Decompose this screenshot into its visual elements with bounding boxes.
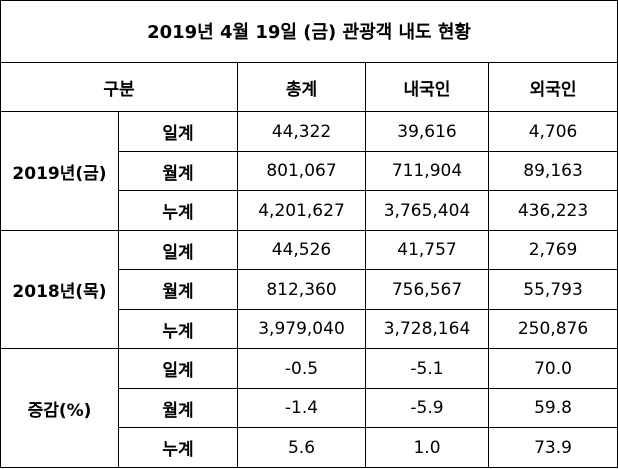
row-label: 누계 xyxy=(118,190,238,231)
value-cell: -0.5 xyxy=(237,348,366,389)
value-cell: 44,322 xyxy=(237,111,366,152)
value-cell: 89,163 xyxy=(487,150,618,192)
value-cell: -1.4 xyxy=(237,387,366,429)
header-cell: 총계 xyxy=(237,61,366,113)
row-label: 월계 xyxy=(118,150,238,192)
row-label: 일계 xyxy=(118,348,238,389)
group-label: 증감(%) xyxy=(0,348,119,468)
header-row: 구분 총계 내국인 외국인 xyxy=(0,61,618,113)
row-label: 누계 xyxy=(118,308,238,350)
value-cell: 436,223 xyxy=(487,190,618,231)
value-cell: 41,757 xyxy=(365,229,489,271)
data-row: 누계 3,979,040 3,728,164 250,876 xyxy=(1,308,618,350)
data-row: 2019년(금) 일계 44,322 39,616 4,706 xyxy=(0,111,618,231)
table-title: 2019년 4월 19일 (금) 관광객 내도 현황 xyxy=(0,0,618,63)
value-cell: 4,706 xyxy=(487,111,618,152)
value-cell: -5.9 xyxy=(365,387,489,429)
value-cell: -5.1 xyxy=(365,348,489,389)
header-cell: 구분 xyxy=(0,61,238,113)
row-label: 누계 xyxy=(118,427,238,468)
value-cell: 801,067 xyxy=(237,150,366,192)
group-label: 2019년(금) xyxy=(0,111,119,231)
title-row: 2019년 4월 19일 (금) 관광객 내도 현황 xyxy=(0,0,618,63)
value-cell: 5.6 xyxy=(237,427,366,468)
value-cell: 55,793 xyxy=(487,269,618,310)
header-cell: 내국인 xyxy=(365,61,489,113)
value-cell: 250,876 xyxy=(487,308,618,350)
data-row: 월계 812,360 756,567 55,793 xyxy=(1,269,618,310)
data-row: 월계 801,067 711,904 89,163 xyxy=(1,150,618,192)
data-row: 2018년(목) 일계 44,526 41,757 2,769 xyxy=(0,229,618,350)
value-cell: 39,616 xyxy=(365,111,489,152)
value-cell: 756,567 xyxy=(365,269,489,310)
data-row: 증감(%) 일계 -0.5 -5.1 70.0 xyxy=(0,348,618,468)
value-cell: 3,979,040 xyxy=(237,308,366,350)
group-label: 2018년(목) xyxy=(0,229,119,350)
value-cell: 4,201,627 xyxy=(237,190,366,231)
data-row: 월계 -1.4 -5.9 59.8 xyxy=(1,387,618,429)
value-cell: 73.9 xyxy=(487,427,618,468)
data-row: 누계 4,201,627 3,765,404 436,223 xyxy=(1,190,618,231)
value-cell: 812,360 xyxy=(237,269,366,310)
value-cell: 3,765,404 xyxy=(365,190,489,231)
data-row: 누계 5.6 1.0 73.9 xyxy=(1,427,618,468)
value-cell: 1.0 xyxy=(365,427,489,468)
value-cell: 2,769 xyxy=(487,229,618,271)
value-cell: 44,526 xyxy=(237,229,366,271)
value-cell: 3,728,164 xyxy=(365,308,489,350)
value-cell: 70.0 xyxy=(487,348,618,389)
row-label: 일계 xyxy=(118,111,238,152)
row-label: 일계 xyxy=(118,229,238,271)
value-cell: 711,904 xyxy=(365,150,489,192)
header-cell: 외국인 xyxy=(487,61,618,113)
value-cell: 59.8 xyxy=(487,387,618,429)
row-label: 월계 xyxy=(118,269,238,310)
row-label: 월계 xyxy=(118,387,238,429)
